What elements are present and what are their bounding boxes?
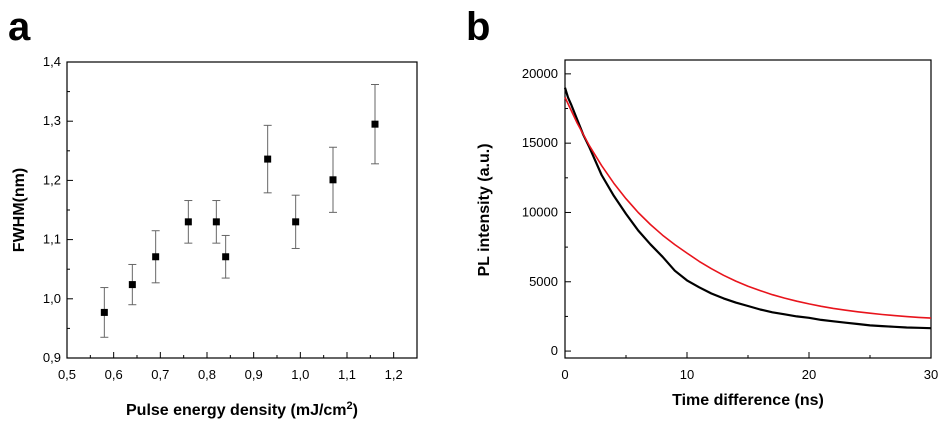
x-tick-label: 0,8 (198, 367, 216, 382)
y-tick-label: 1,0 (43, 291, 61, 306)
panel-a: a 0,5 0,6 0,7 0,8 0,9 1,0 1,1 1,2 0,9 1,0 1,1 1,2 1,… (8, 5, 418, 419)
y-tick-label: 5000 (529, 274, 558, 289)
x-tick-label: 0,9 (245, 367, 263, 382)
y-tick-label: 0 (551, 343, 558, 358)
y-tick-label: 1,1 (43, 232, 61, 247)
x-tick-label: 1,2 (385, 367, 403, 382)
panel-a-tick-labels: 0,5 0,6 0,7 0,8 0,9 1,0 1,1 1,2 0,9 1,0 1,1 1,2 1,3 1… (43, 54, 403, 382)
panel-b-y-axis-title: PL intensity (a.u.) (476, 143, 493, 276)
panel-a-x-axis-title: Pulse energy density (mJ/cm2) (126, 400, 358, 419)
data-point (292, 218, 300, 226)
panel-a-y-axis-title: FWHM(nm) (11, 168, 28, 252)
panel-b: b 0 10 20 30 0 5000 10000 15000 20000 Time diffe… (466, 5, 938, 409)
x-tick-label: 0,7 (151, 367, 169, 382)
panel-a-plot-frame (66, 61, 418, 359)
panel-a-letter: a (8, 5, 31, 49)
fit-curve-line (564, 97, 932, 319)
x-tick-label: 20 (802, 367, 816, 382)
data-point (264, 155, 272, 163)
y-tick-label: 20000 (522, 66, 558, 81)
y-tick-label: 10000 (522, 204, 558, 219)
panel-b-ticks (564, 73, 932, 358)
data-point (128, 281, 136, 289)
panel-b-letter: b (466, 5, 490, 49)
y-tick-label: 0,9 (43, 350, 61, 365)
measured-decay-line (563, 87, 932, 330)
x-tick-label: 1,0 (291, 367, 309, 382)
data-point (100, 308, 108, 316)
data-point (371, 120, 379, 128)
panel-b-data-marks (563, 87, 932, 330)
x-tick-label: 0 (561, 367, 568, 382)
x-tick-label: 0,5 (58, 367, 76, 382)
x-tick-label: 10 (680, 367, 694, 382)
panel-b-x-axis-title: Time difference (ns) (672, 392, 824, 409)
y-tick-label: 1,4 (43, 54, 61, 69)
data-point (152, 253, 160, 261)
panel-b-tick-labels: 0 10 20 30 0 5000 10000 15000 20000 (522, 66, 938, 382)
panel-a-ticks (66, 61, 395, 359)
x-tick-label: 0,6 (105, 367, 123, 382)
y-tick-label: 1,3 (43, 113, 61, 128)
data-point (212, 218, 220, 226)
x-tick-label: 30 (924, 367, 938, 382)
data-point (329, 176, 337, 184)
y-tick-label: 1,2 (43, 172, 61, 187)
x-tick-label: 1,1 (338, 367, 356, 382)
y-tick-label: 15000 (522, 135, 558, 150)
data-point (222, 253, 230, 261)
data-point (184, 218, 192, 226)
panel-a-data-marks (100, 83, 379, 338)
